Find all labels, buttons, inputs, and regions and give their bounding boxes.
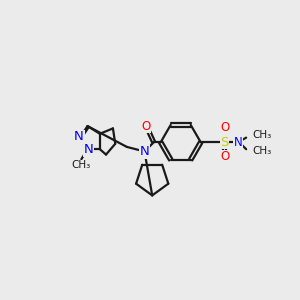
Text: S: S bbox=[220, 136, 229, 149]
Text: N: N bbox=[140, 145, 149, 158]
Text: O: O bbox=[141, 120, 151, 133]
Text: CH₃: CH₃ bbox=[252, 130, 272, 140]
Text: N: N bbox=[83, 143, 93, 157]
Text: O: O bbox=[220, 121, 229, 134]
Text: CH₃: CH₃ bbox=[71, 160, 90, 170]
Text: CH₃: CH₃ bbox=[252, 146, 272, 156]
Text: N: N bbox=[234, 136, 243, 149]
Text: N: N bbox=[74, 130, 84, 143]
Text: O: O bbox=[220, 150, 229, 164]
